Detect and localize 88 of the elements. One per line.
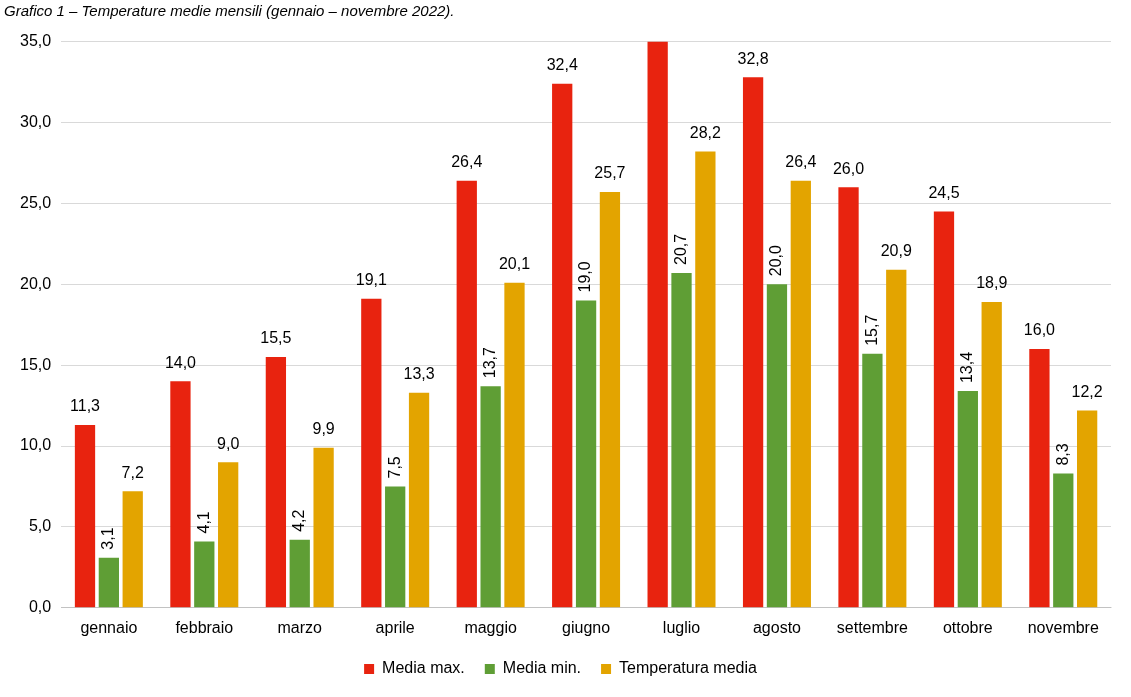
data-label: 32,8 [737,49,769,67]
y-tick-label: 20,0 [20,274,52,292]
data-label: 14,0 [164,353,197,371]
bar [981,302,1002,608]
x-tick-label: gennaio [80,618,138,636]
bar [790,180,811,608]
bar [695,151,716,608]
bar [361,298,382,608]
bar [575,300,597,608]
bar [599,192,621,608]
data-label: 20,9 [880,242,912,260]
x-tick-label: settembre [836,618,909,636]
data-label: 9,9 [312,420,335,438]
bar [408,392,430,608]
y-tick-label: 35,0 [20,32,52,50]
data-label: 7,5 [385,456,403,479]
x-tick-label: marzo [277,618,323,636]
bar [1053,473,1074,608]
bar [385,486,406,608]
data-label: 13,3 [403,365,435,383]
bar [74,425,96,608]
bar [1077,410,1098,608]
data-label: 9,0 [217,434,240,452]
data-label: 8,3 [1053,443,1071,466]
x-tick-label: aprile [375,618,415,636]
data-label: 26,0 [832,159,865,177]
y-tick-label: 10,0 [20,436,52,454]
bar [170,381,191,608]
data-label: 32,4 [546,56,578,74]
x-tick-label: febbraio [175,618,234,636]
bar [647,41,668,608]
y-tick-label: 0,0 [28,598,52,616]
x-tick-label: giugno [562,618,611,636]
y-tick-label: 5,0 [28,517,52,535]
bar [289,539,310,608]
bar [957,391,978,608]
legend-label: Temperatura media [619,659,757,677]
bar [886,269,907,608]
bar [838,187,859,608]
data-label: 18,9 [976,274,1008,292]
legend-label: Media max. [382,659,465,677]
chart-title: Grafico 1 – Temperature medie mensili (gennaio – novembre 2022). [3,1,456,21]
data-label: 4,2 [290,509,308,532]
bar [98,557,119,608]
legend-label: Media min. [502,659,582,677]
x-tick-label: maggio [464,618,517,636]
bar [862,353,883,608]
data-label: 15,7 [862,314,880,346]
data-label: 15,5 [260,329,292,347]
data-label: 28,2 [689,124,722,142]
data-label: 4,1 [194,511,212,534]
data-label: 19,1 [355,271,387,289]
data-label: 7,2 [121,463,144,481]
data-label: 3,1 [99,527,117,550]
bar [265,357,287,608]
bar [313,447,334,608]
data-label: 26,4 [785,153,817,171]
data-label: 12,2 [1071,382,1103,400]
y-tick-label: 30,0 [20,112,52,130]
data-label: 16,0 [1023,321,1056,339]
x-tick-label: luglio [662,618,701,636]
data-label: 11,3 [70,397,101,415]
x-tick-label: agosto [752,618,802,636]
bar [933,211,955,608]
bar [766,284,788,608]
bar [480,386,501,608]
bar [122,491,143,608]
bar [1029,348,1050,608]
data-label: 13,4 [958,351,976,384]
data-label: 25,7 [594,164,626,182]
data-label: 20,7 [671,233,689,265]
y-tick-label: 15,0 [20,355,52,373]
data-label: 19,0 [576,261,594,293]
bar [504,282,525,608]
data-label: 26,4 [451,153,483,171]
data-label: 20,0 [767,245,785,277]
x-tick-label: novembre [1027,618,1099,636]
y-tick-label: 25,0 [20,193,52,211]
bar [552,83,573,608]
data-label: 24,5 [928,183,960,201]
bar [218,462,239,608]
bar [194,541,215,608]
bar [742,77,764,608]
data-label: 20,1 [498,255,531,273]
bar [671,272,692,608]
data-label: 13,7 [481,346,499,379]
bar [456,180,477,608]
x-tick-label: ottobre [942,618,993,636]
